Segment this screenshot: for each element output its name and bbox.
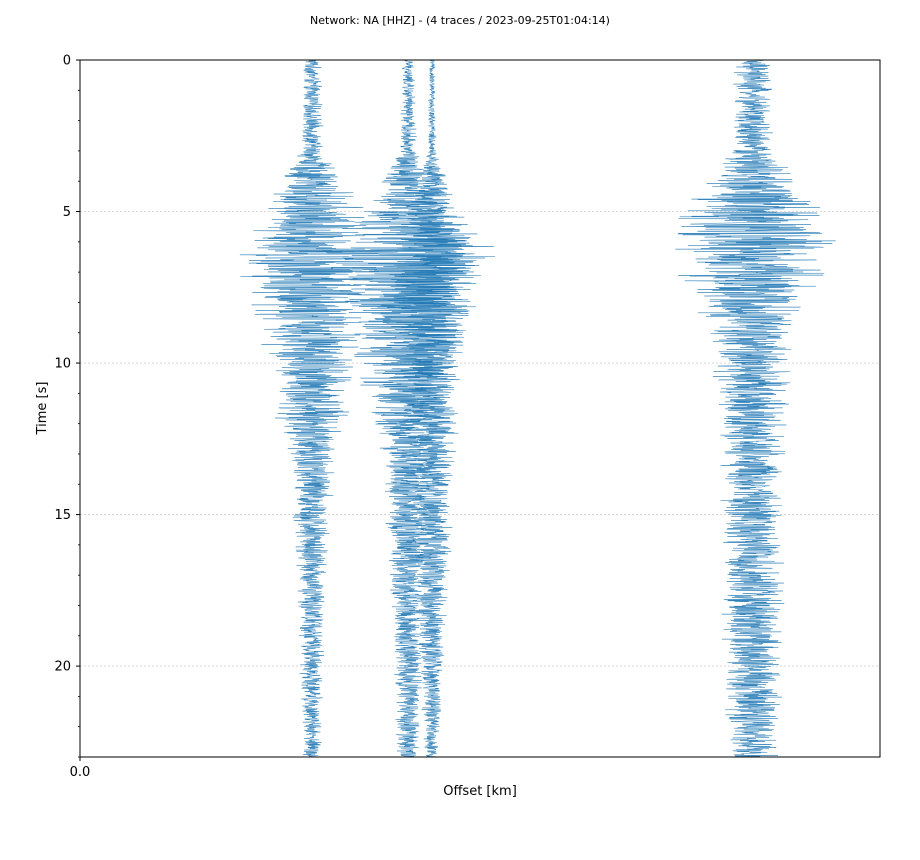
- trace-4: [675, 59, 836, 758]
- y-tick-label-3: 15: [54, 508, 71, 523]
- trace-group: [239, 59, 836, 758]
- y-tick-label-2: 10: [54, 357, 71, 372]
- y-tick-label-1: 5: [63, 205, 71, 220]
- plot-area-frame: [79, 59, 881, 758]
- y-axis-ticks: 0 5 10 15 20: [54, 54, 80, 758]
- x-tick-label-0: 0.0: [70, 765, 91, 780]
- chart-title: Network: NA [HHZ] - (4 traces / 2023-09-…: [310, 14, 610, 27]
- x-axis-label: Offset [km]: [443, 784, 517, 799]
- y-axis-label: Time [s]: [35, 382, 50, 436]
- trace-3: [383, 59, 476, 758]
- trace-2: [316, 59, 496, 758]
- grid-lines: [80, 211, 880, 667]
- y-tick-label-0: 0: [63, 54, 71, 69]
- y-tick-label-4: 20: [54, 660, 71, 675]
- trace-1: [239, 59, 380, 758]
